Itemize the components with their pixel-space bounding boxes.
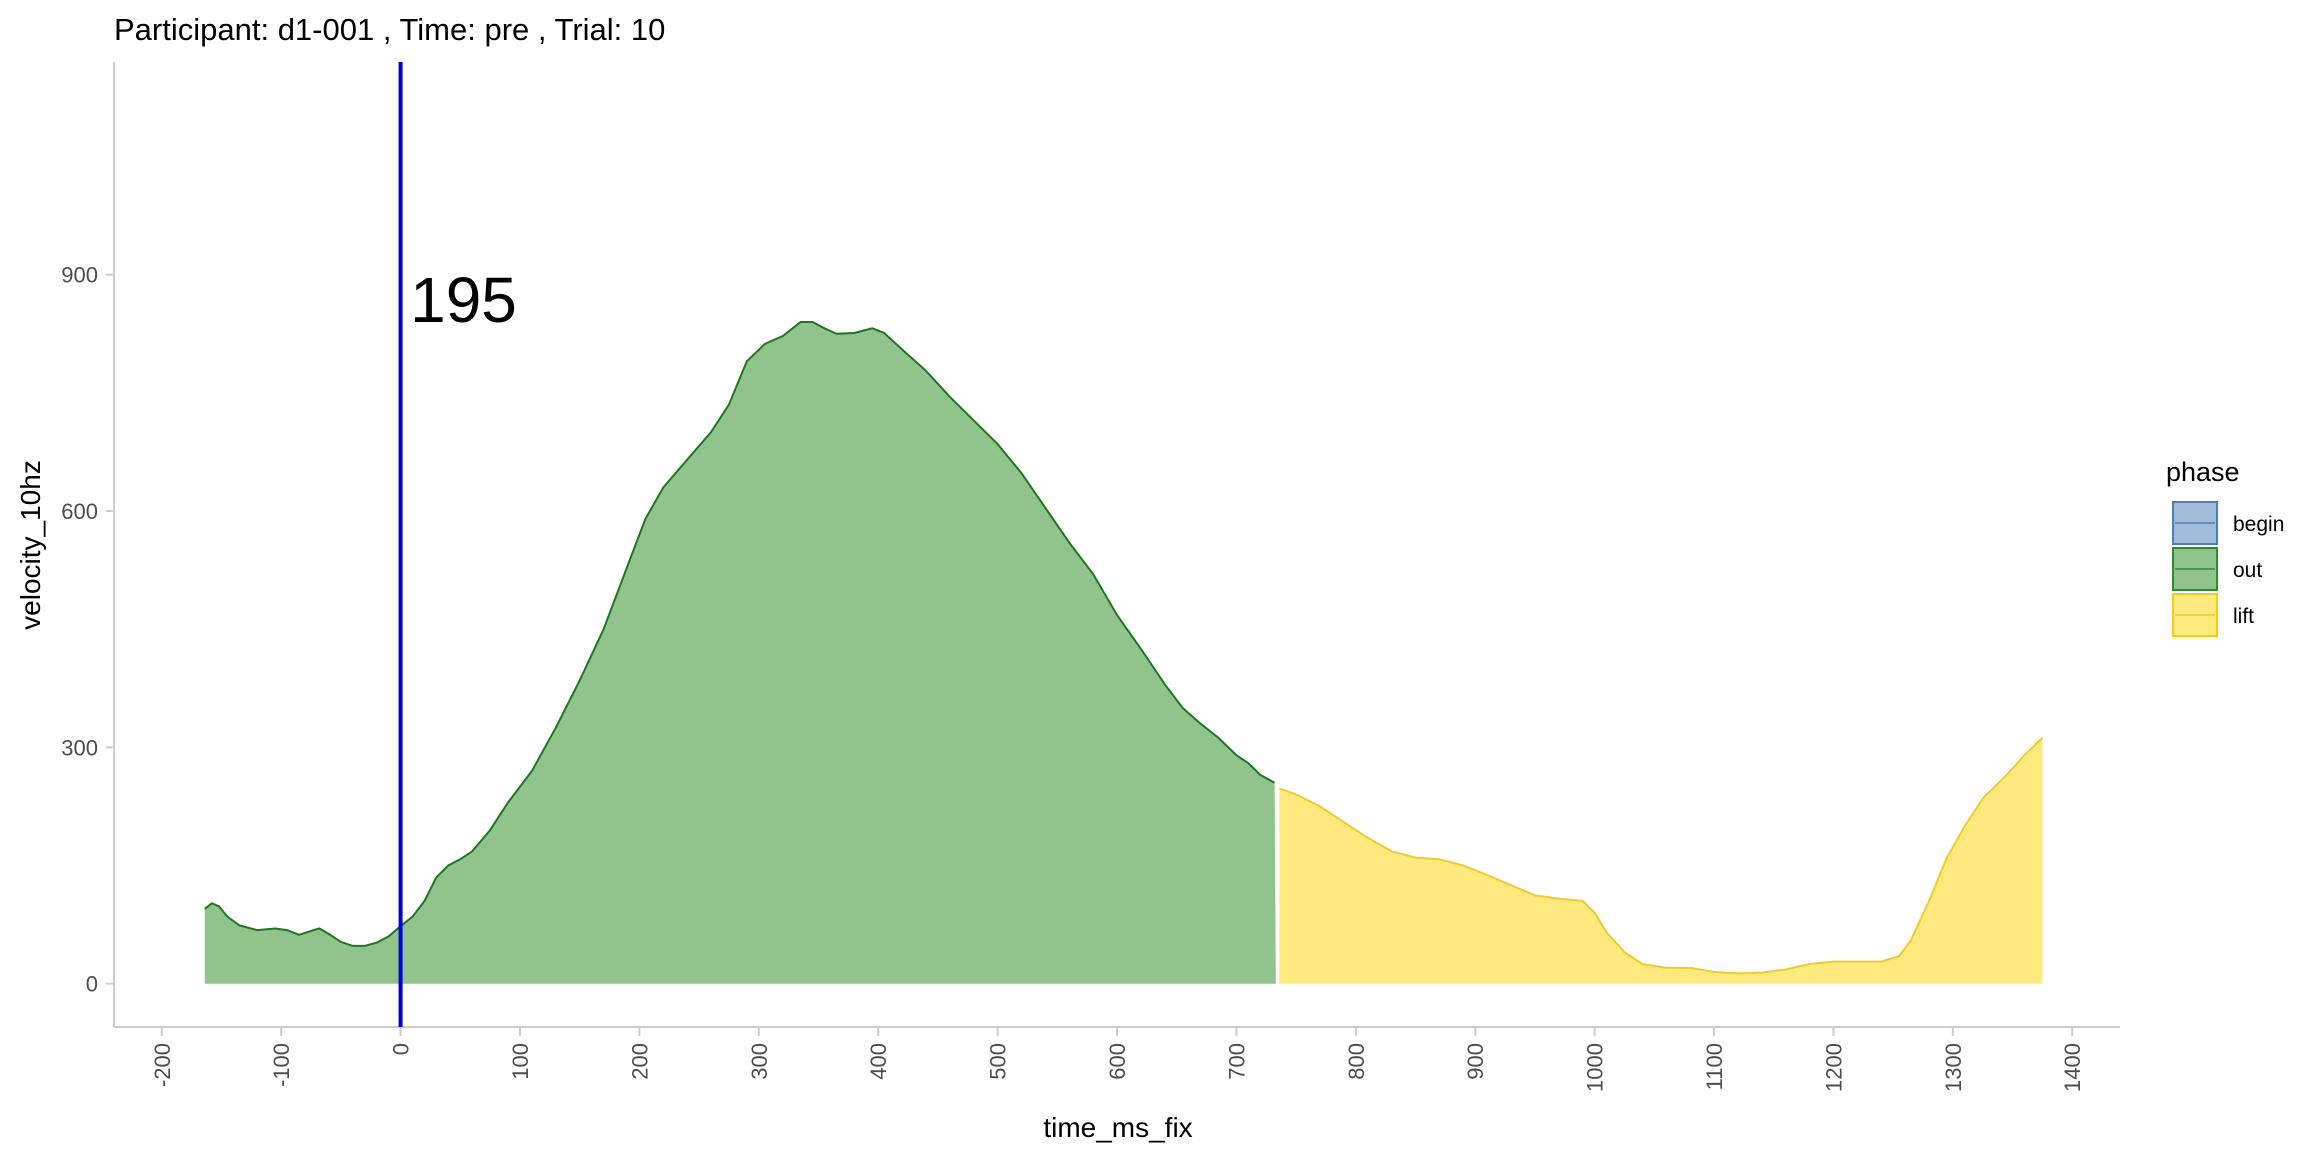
annotation-label: 195 [410,264,517,336]
y-tick-label: 600 [61,499,98,524]
y-tick-label: 300 [61,735,98,760]
area-lift [1279,737,2043,984]
x-tick-label: 800 [1344,1043,1369,1080]
x-tick-label: 1300 [1941,1043,1966,1092]
legend-label-begin: begin [2233,513,2284,536]
x-tick-label: -200 [150,1043,175,1087]
x-tick-label: 300 [747,1043,772,1080]
x-tick-label: 400 [866,1043,891,1080]
legend-title: phase [2166,457,2240,487]
x-axis-ticks: -200 -100 0 100 200 300 400 500 600 700 800 900 1000… [150,1027,2085,1092]
plot-area: 0 300 600 900 -200 -100 0 100 200 300 400 500 600 70… [61,62,2120,1092]
legend-label-out: out [2233,559,2262,582]
chart-title: Participant: d1-001 , Time: pre , Trial:… [114,12,665,47]
x-tick-label: 1400 [2060,1043,2085,1092]
x-axis-title: time_ms_fix [1043,1112,1192,1143]
line-lift [1279,737,2044,975]
x-tick-label: 0 [389,1043,414,1055]
y-axis-ticks: 0 300 600 900 [61,263,114,997]
y-axis-title: velocity_10hz [15,460,46,630]
legend-label-lift: lift [2233,605,2254,628]
x-tick-label: 500 [986,1043,1011,1080]
x-tick-label: 900 [1463,1043,1488,1080]
x-tick-label: 1000 [1583,1043,1608,1092]
x-tick-label: 1200 [1821,1043,1846,1092]
legend: phase begin out lift [2166,457,2284,637]
area-series [204,321,2044,984]
x-tick-label: 200 [627,1043,652,1080]
y-tick-label: 0 [86,972,98,997]
y-tick-label: 900 [61,263,98,288]
x-tick-label: 1100 [1702,1043,1727,1090]
line-out [204,321,1276,947]
x-tick-label: 600 [1105,1043,1130,1080]
area-out [204,322,1276,984]
x-tick-label: 700 [1224,1043,1249,1080]
x-tick-label: -100 [269,1043,294,1087]
x-tick-label: 100 [508,1043,533,1080]
